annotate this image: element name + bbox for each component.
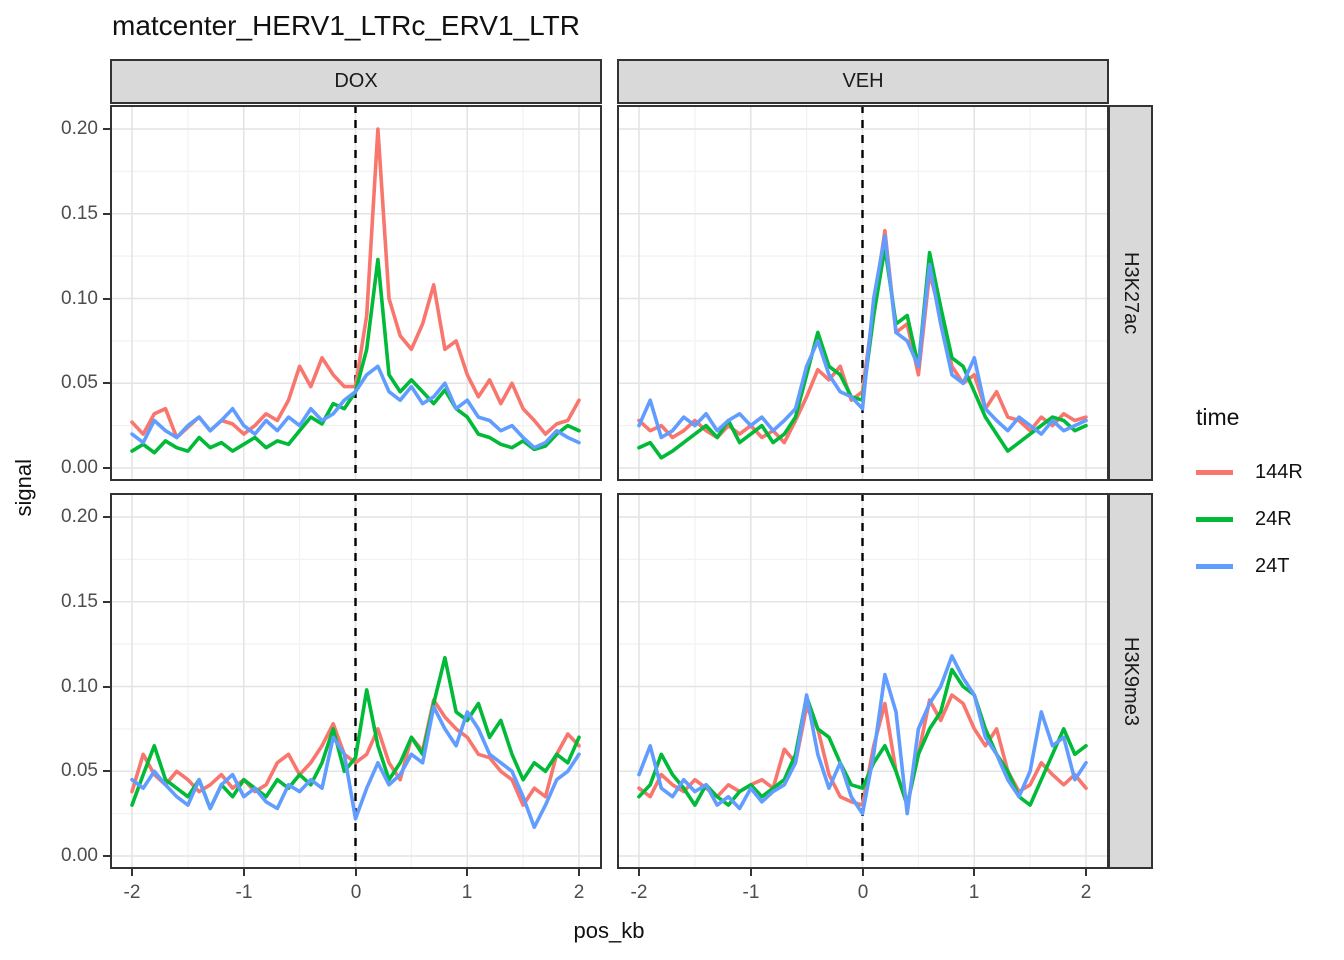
panel-veh-h3k27ac [617, 105, 1109, 481]
panel-veh-h3k9me3 [617, 493, 1109, 869]
legend-label-24r: 24R [1255, 507, 1292, 530]
facet-strip-h3k27ac: H3K27ac [1108, 105, 1153, 481]
legend-swatch-24r [1196, 516, 1233, 522]
legend-title: time [1196, 404, 1240, 430]
series-line-24T [637, 654, 1088, 816]
panel-canvas [617, 493, 1109, 869]
x-axis-title: pos_kb [573, 918, 645, 943]
facet-strip-dox: DOX [110, 59, 602, 104]
y-axis-tick [103, 516, 110, 518]
y-axis-tick [103, 601, 110, 603]
y-tick-label: 0.20 [61, 118, 98, 139]
series-line-24T [130, 364, 581, 450]
legend-swatch-144r [1196, 469, 1233, 475]
x-axis-tick [466, 869, 468, 876]
legend-item-144r: 144R [1196, 455, 1303, 489]
panel-dox-h3k27ac [110, 105, 602, 481]
x-tick-label: 0 [350, 882, 362, 903]
series-line-144R [130, 698, 581, 807]
series-line-24R [637, 667, 1088, 807]
y-axis-tick [103, 128, 110, 130]
panel-border [110, 105, 602, 481]
facet-strip-veh-label: VEH [842, 70, 884, 92]
series-line-24T [130, 705, 581, 830]
y-axis-tick [103, 382, 110, 384]
panel-dox-h3k9me3 [110, 493, 602, 869]
legend-label-144r: 144R [1255, 460, 1303, 483]
facet-strip-h3k9me3-label: H3K9me3 [1120, 636, 1142, 726]
y-axis-title: signal [11, 458, 36, 517]
x-tick-label: -1 [742, 882, 760, 903]
y-tick-label: 0.00 [61, 457, 98, 478]
x-axis-tick [750, 869, 752, 876]
panel-canvas [110, 493, 602, 869]
y-tick-label: 0.10 [61, 288, 98, 309]
y-axis-tick [103, 467, 110, 469]
facet-strip-veh: VEH [617, 59, 1109, 104]
x-tick-label: -2 [630, 882, 648, 903]
x-tick-label: 1 [461, 882, 473, 903]
legend-item-24r: 24R [1196, 502, 1303, 536]
x-tick-label: -2 [123, 882, 141, 903]
x-axis-tick [638, 869, 640, 876]
legend: time 144R 24R 24T [1196, 404, 1303, 596]
x-tick-label: 1 [968, 882, 980, 903]
facet-strip-dox-label: DOX [334, 70, 378, 92]
x-axis-tick [578, 869, 580, 876]
x-tick-label: 0 [857, 882, 869, 903]
facet-strip-h3k27ac-label: H3K27ac [1120, 251, 1142, 335]
x-tick-label: 2 [573, 882, 585, 903]
x-axis-tick [1085, 869, 1087, 876]
x-axis-tick [973, 869, 975, 876]
y-tick-label: 0.05 [61, 760, 98, 781]
panel-canvas [617, 105, 1109, 481]
x-tick-label: 2 [1080, 882, 1092, 903]
facet-strip-h3k9me3: H3K9me3 [1108, 493, 1153, 869]
y-tick-label: 0.15 [61, 203, 98, 224]
y-tick-label: 0.15 [61, 591, 98, 612]
panel-border [617, 105, 1109, 481]
x-axis-tick [131, 869, 133, 876]
panel-border [110, 493, 602, 869]
y-axis-tick [103, 855, 110, 857]
y-axis-tick [103, 686, 110, 688]
y-tick-label: 0.10 [61, 676, 98, 697]
legend-item-24t: 24T [1196, 549, 1303, 583]
y-tick-label: 0.20 [61, 506, 98, 527]
panel-canvas [110, 105, 602, 481]
x-tick-label: -1 [235, 882, 253, 903]
y-tick-label: 0.05 [61, 372, 98, 393]
x-axis-tick [355, 869, 357, 876]
x-axis-tick [243, 869, 245, 876]
panel-border [617, 493, 1109, 869]
x-axis-tick [862, 869, 864, 876]
y-axis-tick [103, 298, 110, 300]
y-axis-tick [103, 770, 110, 772]
y-axis-tick [103, 213, 110, 215]
legend-swatch-24t [1196, 563, 1233, 569]
series-line-24T [637, 234, 1088, 440]
y-tick-label: 0.00 [61, 845, 98, 866]
chart-title: matcenter_HERV1_LTRc_ERV1_LTR [112, 10, 580, 41]
legend-label-24t: 24T [1255, 554, 1290, 577]
